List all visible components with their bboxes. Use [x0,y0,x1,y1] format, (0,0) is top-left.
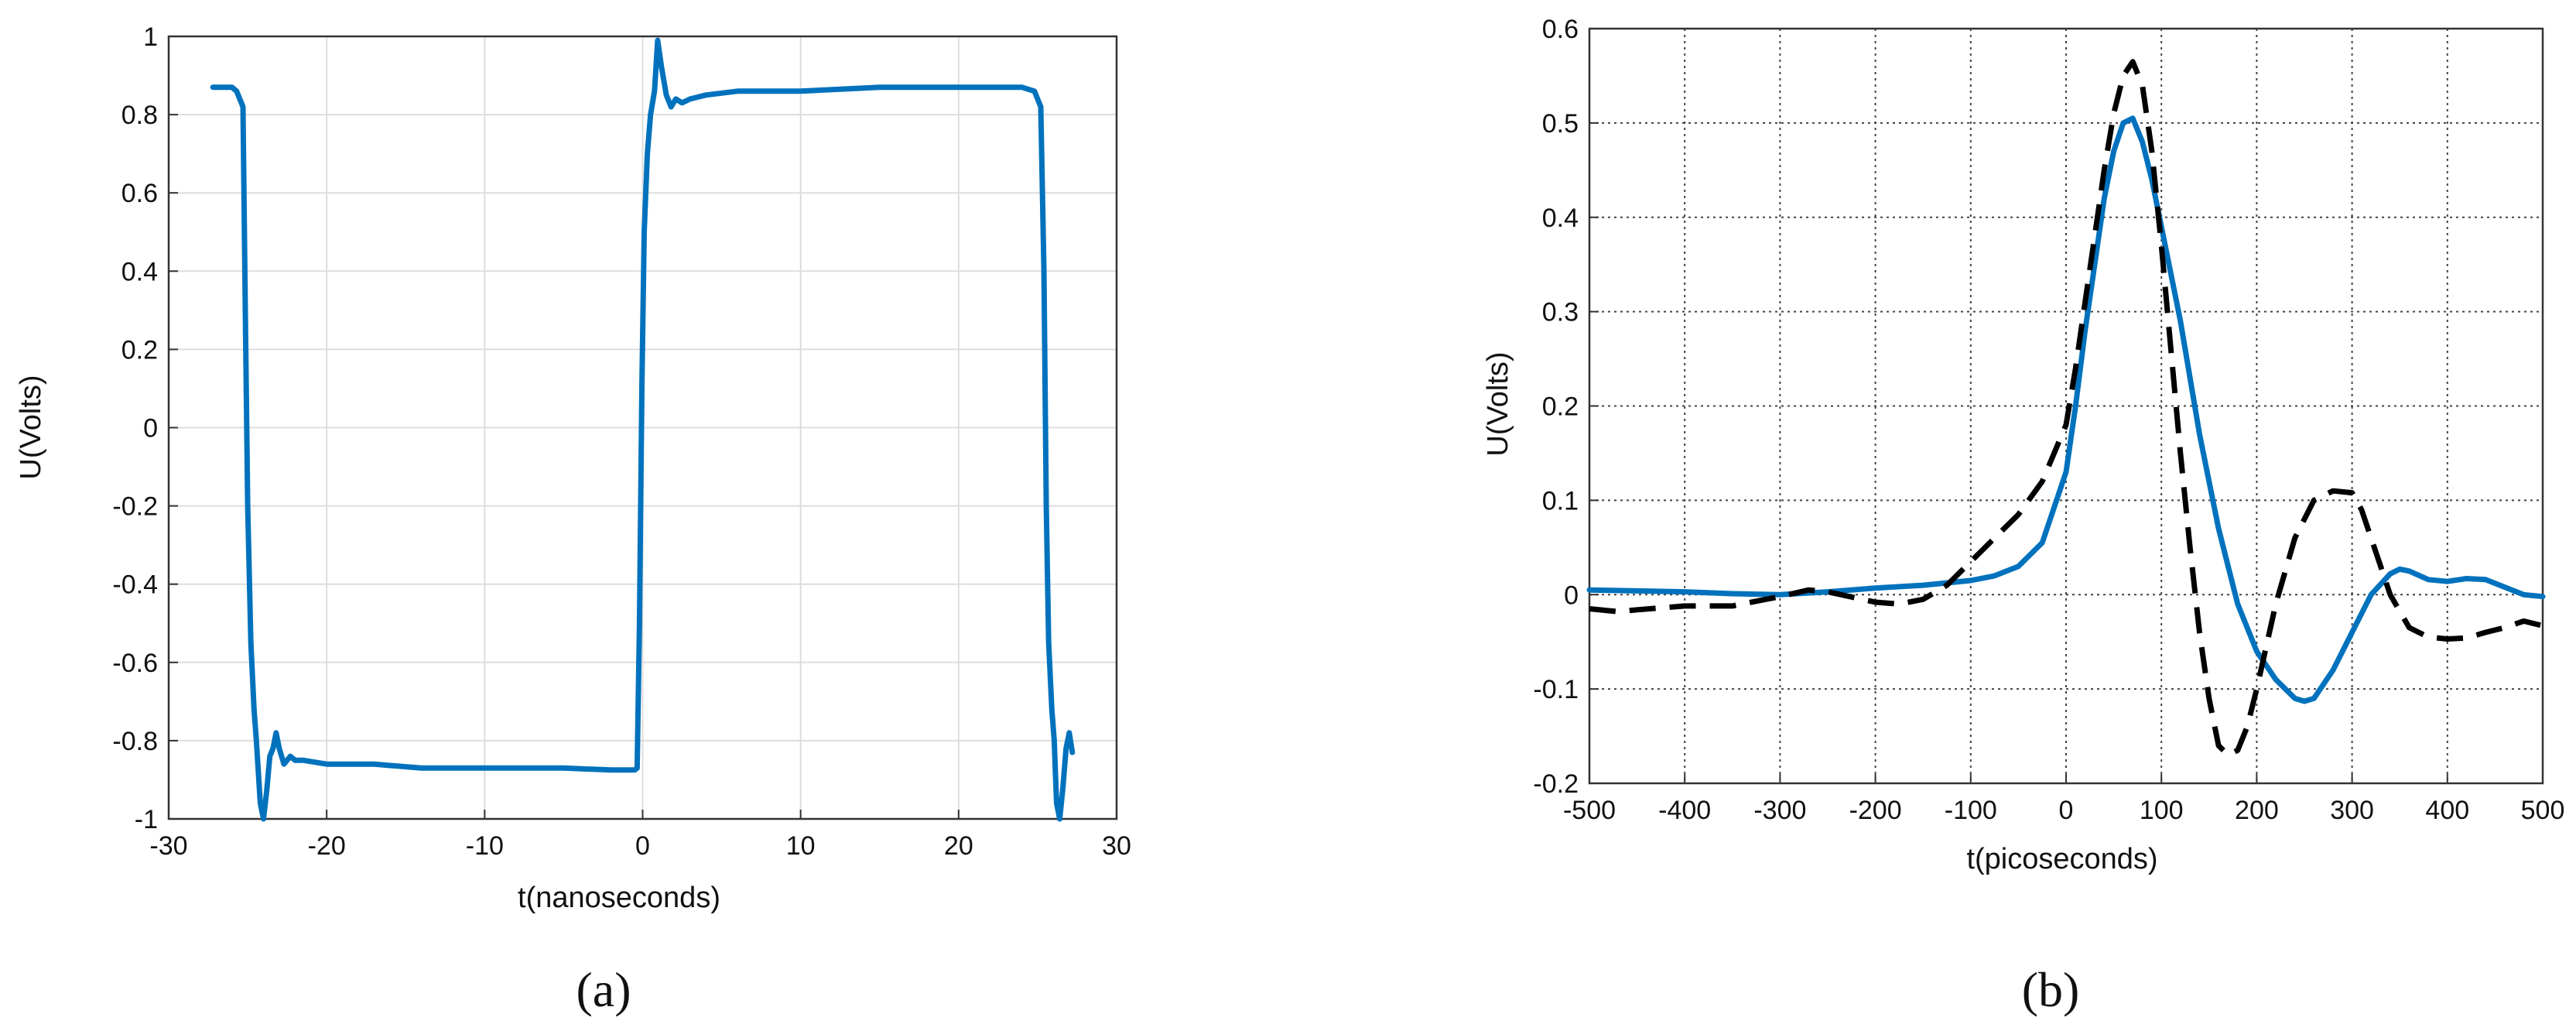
y-tick-label: 0.5 [1542,109,1579,139]
x-axis-label-b: t(picoseconds) [1966,843,2157,875]
x-tick-label: 200 [2235,796,2279,825]
x-tick-label: 400 [2425,796,2469,825]
x-tick-label: 10 [786,831,816,861]
series-group-a [210,37,1076,822]
grid-b [1589,28,2544,784]
y-tick-label: 0 [1564,581,1579,610]
x-tick-label: -20 [308,831,346,861]
chart-panel-a: -30 -20 -10 0 10 20 30 -1 -0.8 -0.6 -0.4 -0.2 0 0.2 0.… [15,22,1131,1017]
x-tick-label: -300 [1753,796,1806,825]
x-axis-label-a: t(nanoseconds) [518,882,720,914]
panel-label-a: (a) [576,962,631,1017]
y-tick-label: -0.8 [112,727,158,756]
tick-labels-a: -30 -20 -10 0 10 20 30 -1 -0.8 -0.6 -0.4 -0.2 0 0.2 0.… [112,22,1131,861]
series-line-solid [210,37,1076,822]
tick-labels-b: -500 -400 -300 -200 -100 0 100 200 300 400 500 -0.2… [1533,15,2564,825]
x-tick-label: -30 [149,831,187,861]
x-tick-label: -100 [1945,796,1997,825]
y-tick-label: 0.4 [1542,204,1579,233]
x-tick-label: 300 [2330,796,2374,825]
series-group-b [1586,59,2546,758]
y-axis-label-b: U(Volts) [1482,351,1514,456]
axes-frame-b [1588,27,2544,785]
y-tick-label: 0 [143,414,158,444]
y-tick-label: -0.2 [1533,769,1579,799]
chart-panel-b: -500 -400 -300 -200 -100 0 100 200 300 400 500 -0.2… [1482,15,2564,1017]
axes-frame-a [167,35,1118,820]
x-tick-label: -500 [1563,796,1616,825]
y-tick-label: -0.2 [112,492,158,522]
y-axis-label-a: U(Volts) [15,375,47,479]
x-tick-label: 0 [2059,796,2074,825]
y-tick-label: -0.1 [1533,675,1579,704]
x-tick-label: -400 [1658,796,1711,825]
y-tick-label: -0.6 [112,649,158,678]
y-tick-label: 1 [143,22,158,52]
y-tick-label: 0.2 [1542,392,1579,422]
x-tick-label: 100 [2140,796,2184,825]
x-tick-label: -200 [1849,796,1902,825]
y-tick-label: 0.6 [1542,15,1579,44]
y-tick-label: 0.2 [121,335,158,365]
x-tick-label: 20 [944,831,973,861]
series-line-dashed [1589,59,2544,758]
panel-label-b: (b) [2022,962,2080,1017]
y-tick-label: 0.3 [1542,298,1579,327]
y-tick-label: -0.4 [112,570,158,600]
y-tick-label: 0.4 [121,257,158,286]
x-tick-label: 0 [635,831,650,861]
x-tick-label: 500 [2521,796,2565,825]
y-tick-label: 0.6 [121,179,158,208]
x-tick-label: 30 [1102,831,1131,861]
x-tick-label: -10 [466,831,504,861]
y-tick-label: 0.8 [121,101,158,130]
y-tick-label: -1 [135,805,158,834]
y-tick-label: 0.1 [1542,486,1579,516]
